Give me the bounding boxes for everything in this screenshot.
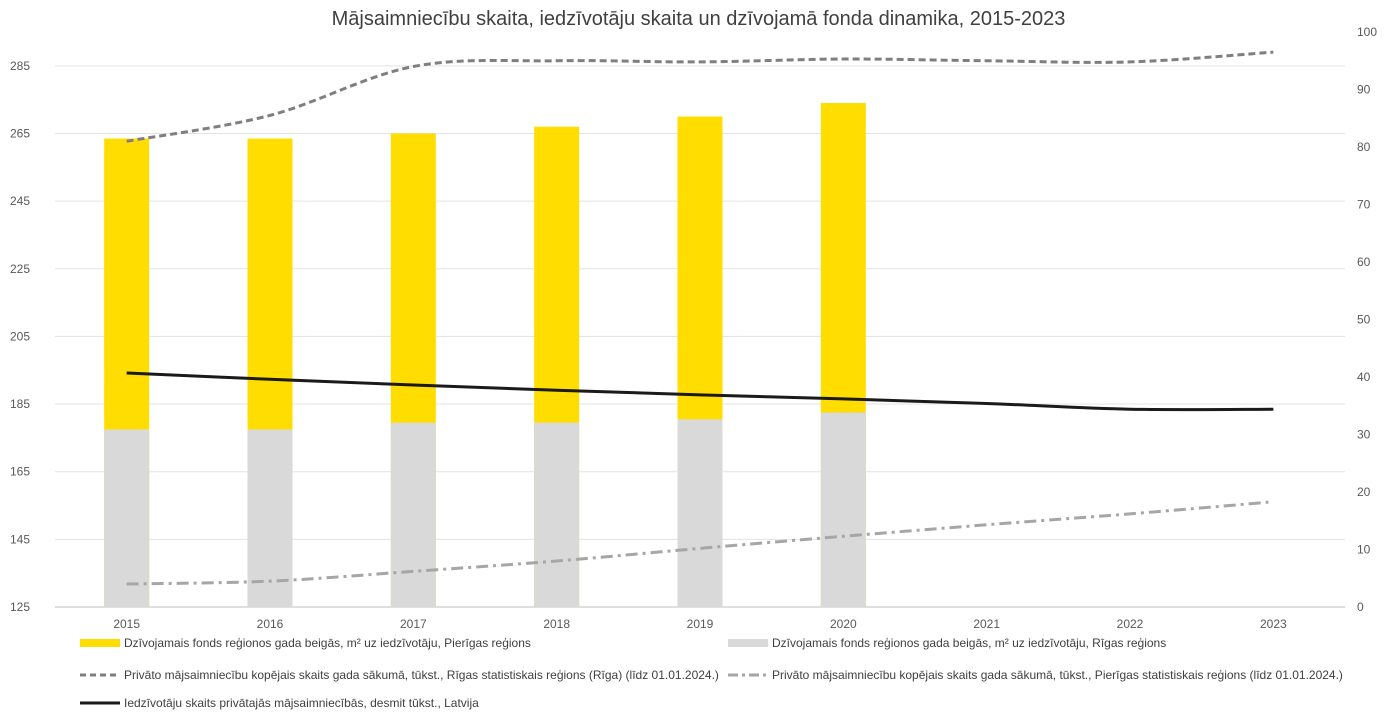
y-left-tick-label: 185 bbox=[10, 397, 30, 411]
x-tick-label: 2015 bbox=[113, 617, 140, 630]
bar-rigas-fonds bbox=[534, 422, 580, 607]
y-right-tick-label: 40 bbox=[1357, 370, 1371, 384]
plot-area: 125 145 165 185 205 225 245 265 285 0 10 20 30 40 50 60… bbox=[10, 25, 1377, 630]
line-population bbox=[126, 371, 1274, 412]
x-tick-label: 2023 bbox=[1260, 617, 1287, 630]
bar-rigas-fonds bbox=[390, 422, 436, 607]
legend-line-solid bbox=[80, 701, 120, 705]
y-right-tick-label: 20 bbox=[1357, 485, 1371, 499]
y-left-tick-label: 225 bbox=[10, 262, 30, 276]
line-riga-households bbox=[126, 50, 1274, 143]
legend-label: Privāto mājsaimniecību kopējais skaits g… bbox=[772, 668, 1343, 682]
x-tick-label: 2019 bbox=[687, 617, 714, 630]
y-left-tick-label: 205 bbox=[10, 329, 30, 343]
bar-rigas-fonds bbox=[677, 419, 723, 607]
y-left-tick-label: 285 bbox=[10, 59, 30, 73]
y-right-tick-label: 70 bbox=[1357, 198, 1371, 212]
legend-line-dashed bbox=[80, 673, 120, 677]
y-right-tick-label: 30 bbox=[1357, 428, 1371, 442]
y-right-tick-label: 0 bbox=[1357, 600, 1364, 614]
legend-item-riga-households: Privāto mājsaimniecību kopējais skaits g… bbox=[80, 668, 719, 682]
legend-label: Privāto mājsaimniecību kopējais skaits g… bbox=[124, 668, 719, 682]
bar-rigas-fonds bbox=[820, 412, 866, 607]
x-tick-label: 2020 bbox=[830, 617, 857, 630]
x-tick-label: 2021 bbox=[973, 617, 1000, 630]
y-left-tick-label: 145 bbox=[10, 532, 30, 546]
y-left-tick-label: 265 bbox=[10, 126, 30, 140]
x-tick-label: 2016 bbox=[257, 617, 284, 630]
legend-label: Dzīvojamais fonds reģionos gada beigās, … bbox=[772, 636, 1167, 650]
y-right-tick-label: 60 bbox=[1357, 255, 1371, 269]
legend-line-dashdot bbox=[728, 673, 768, 677]
legend-swatch-yellow bbox=[80, 639, 120, 647]
y-left-tick-label: 245 bbox=[10, 194, 30, 208]
x-tick-label: 2022 bbox=[1117, 617, 1144, 630]
y-left-tick-label: 165 bbox=[10, 465, 30, 479]
y-right-tick-label: 100 bbox=[1357, 25, 1377, 39]
x-tick-label: 2018 bbox=[543, 617, 570, 630]
y-right-tick-label: 50 bbox=[1357, 313, 1371, 327]
bar-rigas-fonds bbox=[104, 429, 150, 607]
y-right-tick-label: 90 bbox=[1357, 83, 1371, 97]
legend-item-population: Iedzīvotāju skaits privātajās mājsaimnie… bbox=[80, 696, 479, 710]
y-right-tick-label: 10 bbox=[1357, 543, 1371, 557]
legend-item-rigas-fonds: Dzīvojamais fonds reģionos gada beigās, … bbox=[728, 636, 1166, 650]
legend-item-pierigas-fonds: Dzīvojamais fonds reģionos gada beigās, … bbox=[80, 636, 531, 650]
y-left-tick-label: 125 bbox=[10, 600, 30, 614]
bar-rigas-fonds bbox=[247, 429, 293, 607]
legend-swatch-gray bbox=[728, 639, 768, 647]
legend-label: Dzīvojamais fonds reģionos gada beigās, … bbox=[124, 636, 531, 650]
chart-title: Mājsaimniecību skaita, iedzīvotāju skait… bbox=[331, 8, 1066, 30]
y-right-tick-label: 80 bbox=[1357, 140, 1371, 154]
legend-label: Iedzīvotāju skaits privātajās mājsaimnie… bbox=[124, 696, 479, 710]
x-tick-label: 2017 bbox=[400, 617, 427, 630]
legend-item-pieriga-households: Privāto mājsaimniecību kopējais skaits g… bbox=[728, 668, 1343, 682]
